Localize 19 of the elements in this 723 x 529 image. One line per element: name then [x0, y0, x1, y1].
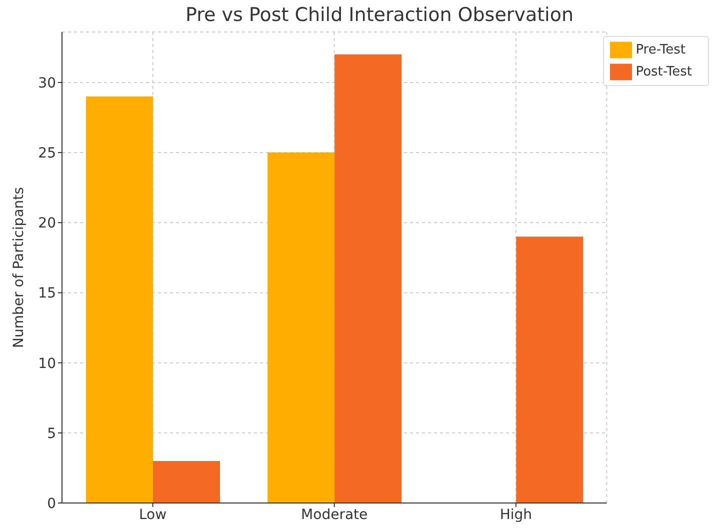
y-tick-label: 5 [47, 426, 56, 442]
y-axis-title: Number of Participants [10, 187, 27, 348]
bar [516, 236, 584, 503]
bar [268, 152, 335, 503]
y-tick-label: 15 [38, 286, 56, 302]
bar [153, 460, 220, 503]
x-tick-label: Low [138, 506, 167, 523]
y-tick-label: 30 [38, 75, 56, 92]
y-tick-label: 20 [38, 216, 56, 232]
bar [334, 54, 402, 503]
x-tick-label: High [500, 506, 532, 523]
x-tick-label: Moderate [301, 506, 368, 523]
bar [86, 96, 153, 503]
chart-title: Pre vs Post Child Interaction Observation [184, 4, 574, 26]
y-tick-label: 10 [38, 356, 56, 372]
y-tick-label: 0 [47, 496, 56, 512]
y-tick-label: 25 [38, 146, 56, 162]
legend-label: Post-Test [636, 64, 692, 80]
legend-label: Pre-Test [636, 42, 686, 58]
